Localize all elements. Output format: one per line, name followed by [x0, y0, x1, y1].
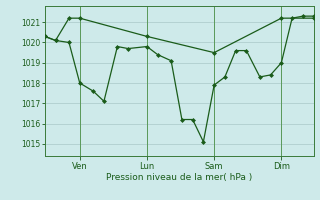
X-axis label: Pression niveau de la mer( hPa ): Pression niveau de la mer( hPa )	[106, 173, 252, 182]
